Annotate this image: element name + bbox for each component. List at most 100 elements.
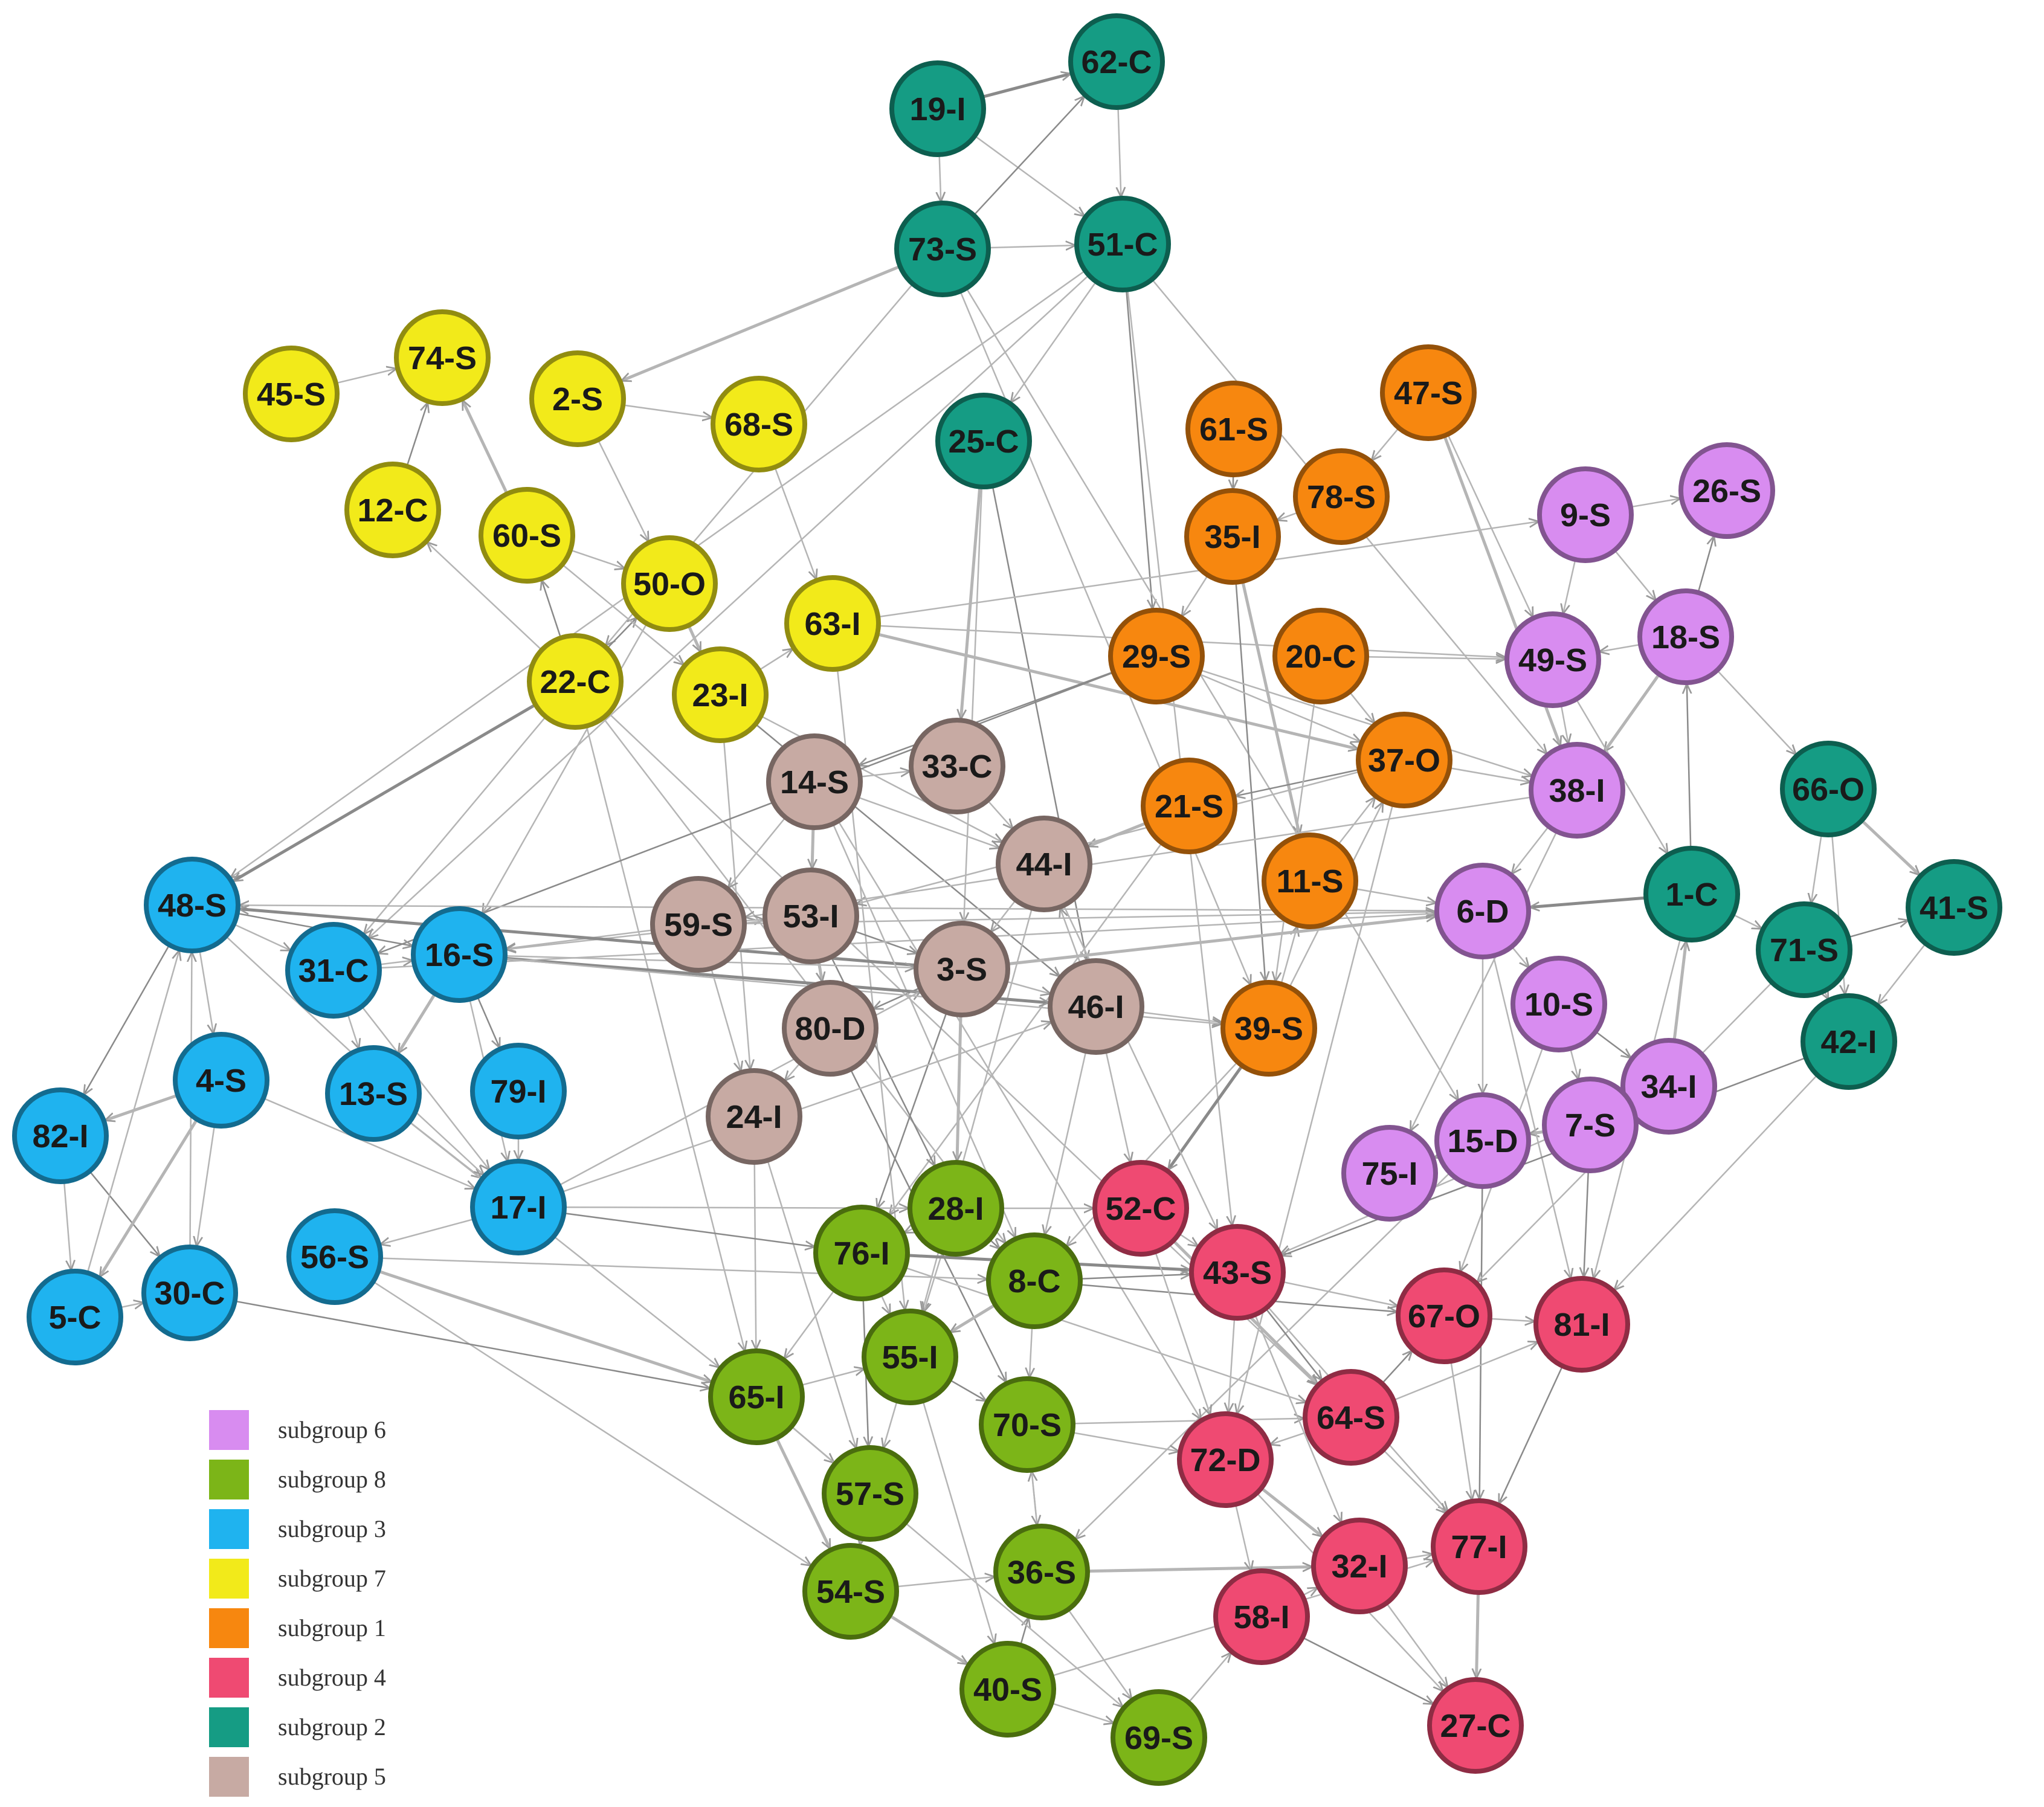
edge-46-I-52-C	[1105, 1051, 1130, 1162]
node-label: 3-S	[937, 952, 987, 988]
legend-swatch	[209, 1460, 249, 1499]
node-circle	[1303, 1369, 1399, 1466]
edge-56-S-54-S	[373, 1281, 811, 1565]
edge-6-D-81-I	[1492, 955, 1571, 1278]
edge-82-I-5-C	[63, 1181, 71, 1270]
node-27-C: 27-C	[1427, 1677, 1524, 1774]
edge-36-S-32-I	[1087, 1567, 1312, 1573]
edge-64-S-81-I	[1393, 1342, 1538, 1401]
node-label: 23-I	[692, 677, 748, 713]
node-1-C: 1-C	[1643, 846, 1740, 942]
node-label: 79-I	[490, 1074, 546, 1110]
node-label: 81-I	[1553, 1307, 1610, 1343]
edge-29-S-14-S	[859, 671, 1114, 765]
legend: subgroup 6 subgroup 8 subgroup 3 subgroup 7…	[209, 1410, 386, 1797]
node-label: 35-I	[1204, 519, 1260, 555]
edge-38-I-6-D	[1512, 826, 1550, 874]
edge-40-S-69-S	[1051, 1702, 1114, 1723]
node-label: 63-I	[804, 606, 860, 642]
edge-19-I-62-C	[981, 74, 1071, 99]
node-46-I: 46-I	[1048, 958, 1144, 1055]
node-76-I: 76-I	[813, 1205, 910, 1301]
node-42-I: 42-I	[1801, 993, 1897, 1090]
node-60-S: 60-S	[479, 487, 575, 584]
node-label: 77-I	[1451, 1529, 1507, 1565]
node-label: 66-O	[1792, 771, 1865, 808]
edge-37-O-38-I	[1449, 767, 1530, 782]
node-44-I: 44-I	[996, 816, 1092, 912]
edge-72-D-58-I	[1234, 1504, 1251, 1571]
node-label: 12-C	[357, 492, 428, 529]
legend-item: subgroup 8	[209, 1460, 386, 1499]
node-53-I: 53-I	[762, 868, 859, 964]
node-37-O: 37-O	[1356, 712, 1452, 808]
edge-18-S-38-I	[1603, 673, 1661, 752]
node-39-S: 39-S	[1220, 980, 1317, 1077]
node-circle	[1356, 712, 1452, 808]
node-label: 7-S	[1565, 1107, 1616, 1144]
edge-70-S-72-D	[1072, 1431, 1179, 1451]
edge-69-S-58-I	[1188, 1652, 1231, 1703]
node-circle	[822, 1445, 918, 1542]
edge-29-S-38-I	[1200, 669, 1532, 776]
node-label: 16-S	[425, 937, 494, 973]
node-label: 47-S	[1394, 375, 1463, 411]
edge-76-I-64-S	[904, 1267, 1306, 1402]
node-23-I: 23-I	[672, 646, 769, 743]
edge-44-I-3-S	[991, 900, 1017, 932]
node-8-C: 8-C	[986, 1232, 1083, 1329]
node-74-S: 74-S	[394, 309, 491, 406]
node-14-S: 14-S	[766, 733, 863, 830]
node-circle	[1272, 608, 1369, 704]
node-label: 29-S	[1122, 639, 1191, 675]
edge-5-C-48-S	[86, 950, 179, 1274]
node-16-S: 16-S	[411, 906, 508, 1003]
node-circle	[1537, 466, 1634, 563]
node-circle	[996, 816, 1092, 912]
node-circle	[1185, 381, 1282, 477]
edge-43-S-64-S	[1265, 1308, 1322, 1380]
node-label: 15-D	[1447, 1123, 1518, 1159]
legend-swatch	[209, 1707, 249, 1747]
edge-25-C-3-S	[964, 486, 983, 922]
edge-16-S-79-I	[477, 996, 500, 1048]
node-circle	[1780, 741, 1877, 837]
edge-37-O-21-S	[1235, 768, 1359, 796]
edge-24-I-65-I	[755, 1162, 756, 1350]
node-label: 33-C	[921, 749, 992, 785]
node-30-C: 30-C	[141, 1245, 238, 1341]
node-circle	[1177, 1411, 1274, 1508]
node-circle	[1341, 1125, 1438, 1222]
edge-51-C-31-C	[368, 274, 1089, 939]
node-label: 14-S	[780, 764, 849, 800]
edge-63-I-37-O	[877, 633, 1358, 749]
node-label: 73-S	[908, 231, 977, 268]
node-4-S: 4-S	[173, 1032, 269, 1129]
node-label: 60-S	[492, 518, 561, 554]
legend-swatch	[209, 1410, 249, 1450]
edge-10-S-7-S	[1569, 1048, 1578, 1080]
node-label: 1-C	[1665, 877, 1718, 913]
node-12-C: 12-C	[344, 462, 441, 558]
edge-54-S-36-S	[896, 1577, 995, 1588]
edge-39-S-52-C	[1167, 1065, 1243, 1170]
edge-67-O-81-I	[1489, 1319, 1535, 1322]
legend-label: subgroup 7	[278, 1565, 386, 1592]
legend-label: subgroup 2	[278, 1713, 386, 1741]
edge-16-S-13-S	[396, 993, 437, 1054]
node-18-S: 18-S	[1637, 588, 1734, 685]
node-circle	[470, 1043, 567, 1139]
edge-31-C-17-I	[361, 1006, 489, 1170]
node-label: 38-I	[1549, 773, 1605, 809]
edge-17-I-76-I	[564, 1212, 814, 1247]
node-label: 42-I	[1820, 1024, 1877, 1060]
edge-22-C-8-C	[602, 717, 1005, 1243]
node-label: 25-C	[948, 424, 1019, 460]
node-label: 80-D	[795, 1011, 865, 1047]
edge-34-I-1-C	[1672, 941, 1686, 1041]
edge-19-I-51-C	[974, 135, 1085, 216]
node-28-I: 28-I	[908, 1160, 1004, 1257]
node-50-O: 50-O	[621, 535, 718, 632]
edge-77-I-27-C	[1477, 1592, 1478, 1678]
